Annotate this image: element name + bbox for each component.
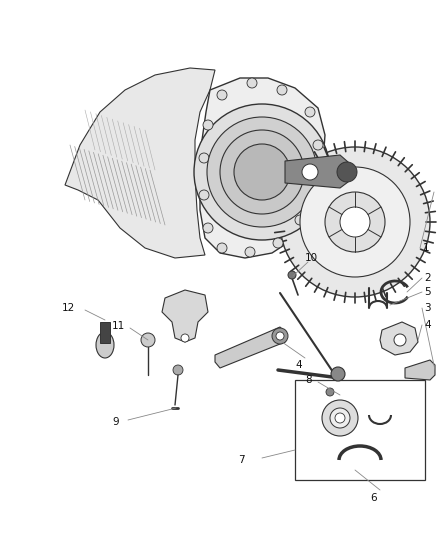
Polygon shape (100, 322, 110, 343)
Polygon shape (162, 290, 208, 342)
Circle shape (220, 130, 304, 214)
Circle shape (326, 388, 334, 396)
Circle shape (340, 207, 370, 237)
Polygon shape (65, 68, 215, 258)
Text: 5: 5 (424, 287, 431, 297)
Circle shape (337, 162, 357, 182)
Circle shape (273, 238, 283, 248)
Circle shape (199, 190, 209, 200)
Circle shape (207, 117, 317, 227)
Circle shape (300, 167, 410, 277)
Circle shape (335, 413, 345, 423)
Circle shape (288, 271, 296, 279)
Circle shape (247, 78, 257, 88)
Circle shape (302, 164, 318, 180)
Circle shape (325, 192, 385, 252)
Circle shape (234, 144, 290, 200)
Ellipse shape (96, 332, 114, 358)
Polygon shape (380, 322, 418, 355)
Text: 1: 1 (423, 243, 430, 253)
Circle shape (217, 90, 227, 100)
Text: 2: 2 (424, 273, 431, 283)
Circle shape (203, 223, 213, 233)
Circle shape (272, 328, 288, 344)
Circle shape (203, 120, 213, 130)
Circle shape (313, 140, 323, 150)
Circle shape (305, 107, 315, 117)
Circle shape (277, 85, 287, 95)
Polygon shape (285, 155, 348, 188)
Circle shape (331, 367, 345, 381)
Text: 6: 6 (370, 493, 377, 503)
Text: 12: 12 (62, 303, 75, 313)
Text: 4: 4 (424, 320, 431, 330)
Circle shape (141, 333, 155, 347)
Bar (295, 380, 425, 480)
Text: 7: 7 (238, 455, 245, 465)
Circle shape (295, 215, 305, 225)
Text: 3: 3 (424, 303, 431, 313)
Circle shape (245, 247, 255, 257)
Polygon shape (200, 78, 325, 258)
Circle shape (181, 334, 189, 342)
Text: 10: 10 (305, 253, 318, 263)
Circle shape (322, 400, 358, 436)
Text: 9: 9 (112, 417, 119, 427)
Circle shape (394, 334, 406, 346)
Text: 4: 4 (295, 360, 302, 370)
Text: 11: 11 (112, 321, 125, 331)
Circle shape (310, 183, 320, 193)
Circle shape (199, 153, 209, 163)
Polygon shape (215, 327, 285, 368)
Circle shape (217, 243, 227, 253)
Circle shape (194, 104, 330, 240)
Circle shape (330, 408, 350, 428)
Circle shape (280, 147, 430, 297)
Polygon shape (405, 360, 435, 380)
Circle shape (276, 332, 284, 340)
Text: 8: 8 (305, 375, 311, 385)
Circle shape (173, 365, 183, 375)
